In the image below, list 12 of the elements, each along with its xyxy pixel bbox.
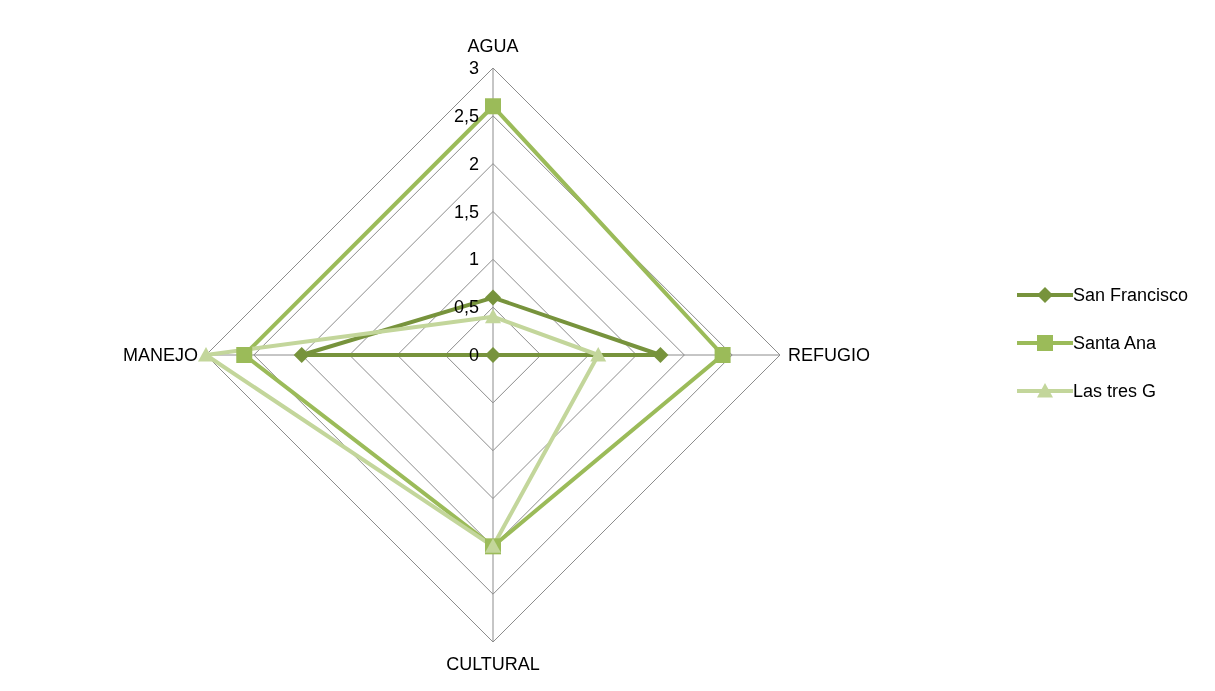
spoke-label: AGUA (467, 36, 519, 56)
spoke-label: CULTURAL (446, 654, 540, 674)
y-tick-label: 1 (468, 249, 479, 270)
spoke-label: REFUGIO (788, 345, 871, 365)
legend-label: Las tres G (1072, 380, 1156, 402)
legend-label: San Francisco (1072, 284, 1188, 306)
y-tick-label: 2 (468, 153, 479, 174)
spoke-label: MANEJO (122, 345, 198, 365)
y-tick-label: 1,5 (453, 201, 479, 222)
legend-label: Santa Ana (1072, 332, 1157, 354)
y-tick-label: 2,5 (453, 105, 479, 126)
y-tick-label: 3 (468, 58, 479, 78)
